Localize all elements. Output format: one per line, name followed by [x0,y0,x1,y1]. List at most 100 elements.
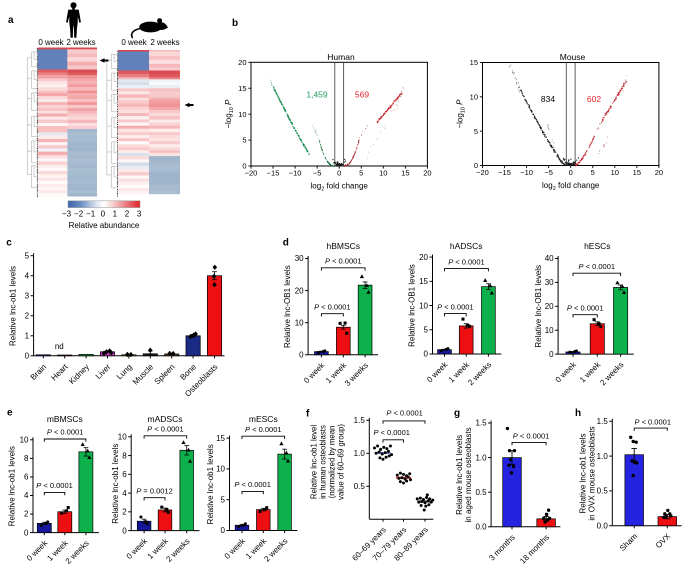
svg-text:10: 10 [470,92,478,101]
svg-text:30: 30 [545,278,554,287]
svg-text:602: 602 [587,94,601,104]
svg-text:−log10 P: −log10 P [456,99,467,129]
svg-text:15: 15 [419,277,428,286]
svg-text:Relative lnc-ob1 levels: Relative lnc-ob1 levels [111,444,120,524]
svg-text:Human: Human [327,52,355,62]
svg-text:1.5: 1.5 [597,417,609,426]
svg-text:20: 20 [419,253,428,262]
svg-text:c: c [6,238,12,249]
svg-text:log2 fold change: log2 fold change [311,182,369,193]
svg-text:e: e [7,408,13,419]
svg-text:P < 0.0001: P < 0.0001 [386,409,423,418]
svg-text:−15: −15 [267,169,280,178]
svg-text:2 weeks: 2 weeks [150,38,179,47]
svg-text:f: f [306,409,310,420]
svg-text:10: 10 [20,436,29,445]
svg-text:a: a [8,15,14,26]
svg-text:569: 569 [355,90,369,100]
svg-text:15: 15 [238,84,246,93]
svg-text:1.5: 1.5 [354,416,366,425]
svg-text:5: 5 [221,495,226,504]
svg-text:P < 0.0001: P < 0.0001 [314,302,351,311]
svg-text:in aged mouse osteoblasts: in aged mouse osteoblasts [464,427,473,522]
svg-text:log2 fold change: log2 fold change [542,181,600,192]
svg-text:1: 1 [113,210,118,219]
svg-text:nd: nd [55,342,64,351]
svg-text:15: 15 [401,169,409,178]
svg-text:g: g [454,408,460,419]
svg-text:mBMSCs: mBMSCs [47,414,83,424]
svg-text:−log10 P: −log10 P [224,99,235,129]
svg-text:0 week: 0 week [121,38,147,47]
svg-text:0: 0 [569,168,573,177]
svg-text:P < 0.0001: P < 0.0001 [147,425,184,434]
svg-text:Relative abundance: Relative abundance [69,221,140,230]
svg-text:10: 10 [216,465,225,474]
svg-text:0: 0 [424,350,429,359]
svg-text:mADSCs: mADSCs [148,414,183,424]
svg-text:30: 30 [295,254,304,263]
svg-text:P < 0.0001: P < 0.0001 [634,418,671,427]
svg-text:2: 2 [122,508,127,517]
svg-text:0: 0 [474,161,478,170]
svg-text:Relative lnc-ob1 level: Relative lnc-ob1 level [310,425,319,499]
svg-text:Relative lnc-OB1 levels: Relative lnc-OB1 levels [534,265,543,348]
svg-text:P < 0.0001: P < 0.0001 [325,257,362,266]
svg-text:0: 0 [242,162,246,171]
svg-text:8: 8 [122,451,127,460]
svg-text:Relative lnc-ob1 levels: Relative lnc-ob1 levels [9,266,18,346]
svg-text:1: 1 [25,331,30,340]
svg-text:in OVX mouse osteoblasts: in OVX mouse osteoblasts [588,426,597,520]
svg-text:Relative lnc-ob1 levels: Relative lnc-ob1 levels [455,435,464,515]
svg-text:hESCs: hESCs [584,241,610,251]
svg-text:0.5: 0.5 [354,482,366,491]
svg-text:0: 0 [337,169,341,178]
svg-text:1.5: 1.5 [475,419,487,428]
svg-text:0.5: 0.5 [475,488,487,497]
svg-text:3: 3 [25,291,30,300]
svg-text:0.5: 0.5 [597,487,609,496]
svg-text:0 week: 0 week [38,38,64,47]
svg-text:10: 10 [379,169,387,178]
svg-text:(normalized by mean: (normalized by mean [328,426,337,499]
svg-text:−10: −10 [520,168,533,177]
svg-text:P < 0.0001: P < 0.0001 [36,481,73,490]
svg-text:P < 0.0001: P < 0.0001 [579,262,616,271]
svg-text:15: 15 [633,168,641,177]
svg-text:20: 20 [295,286,304,295]
svg-text:Relative lnc-ob1 levels: Relative lnc-ob1 levels [8,446,17,526]
svg-text:10: 10 [419,301,428,310]
svg-text:6: 6 [122,470,127,479]
svg-text:15: 15 [216,434,225,443]
svg-text:−5: −5 [544,168,553,177]
svg-text:b: b [232,18,238,29]
svg-text:20: 20 [545,302,554,311]
svg-text:0.0: 0.0 [597,521,609,530]
svg-text:5: 5 [359,169,363,178]
svg-text:5: 5 [474,127,478,136]
svg-text:0: 0 [221,526,226,535]
svg-text:0.0: 0.0 [475,523,487,532]
svg-text:−10: −10 [289,169,302,178]
svg-text:1.0: 1.0 [475,453,487,462]
svg-text:834: 834 [541,94,555,104]
svg-text:−20: −20 [245,169,258,178]
svg-text:1,459: 1,459 [306,90,328,100]
svg-text:1.0: 1.0 [354,449,366,458]
svg-text:P < 0.0001: P < 0.0001 [373,428,410,437]
svg-text:40: 40 [545,254,554,263]
svg-text:Relative lnc-ob1 levels: Relative lnc-ob1 levels [579,433,588,513]
svg-text:d: d [283,238,289,249]
svg-text:P = 0.0012: P = 0.0012 [136,486,173,495]
svg-text:Relative lnc-ob1 levels: Relative lnc-ob1 levels [206,444,215,524]
svg-text:10: 10 [611,168,619,177]
svg-text:P < 0.0001: P < 0.0001 [47,428,84,437]
svg-text:−3: −3 [62,210,72,219]
svg-text:Relative lnc-OB1 levels: Relative lnc-OB1 levels [283,265,292,348]
svg-text:10: 10 [238,110,246,119]
svg-text:6: 6 [24,473,29,482]
svg-text:0: 0 [299,351,304,360]
svg-text:0: 0 [24,528,29,537]
svg-text:20: 20 [238,58,246,67]
svg-text:15: 15 [470,58,478,67]
